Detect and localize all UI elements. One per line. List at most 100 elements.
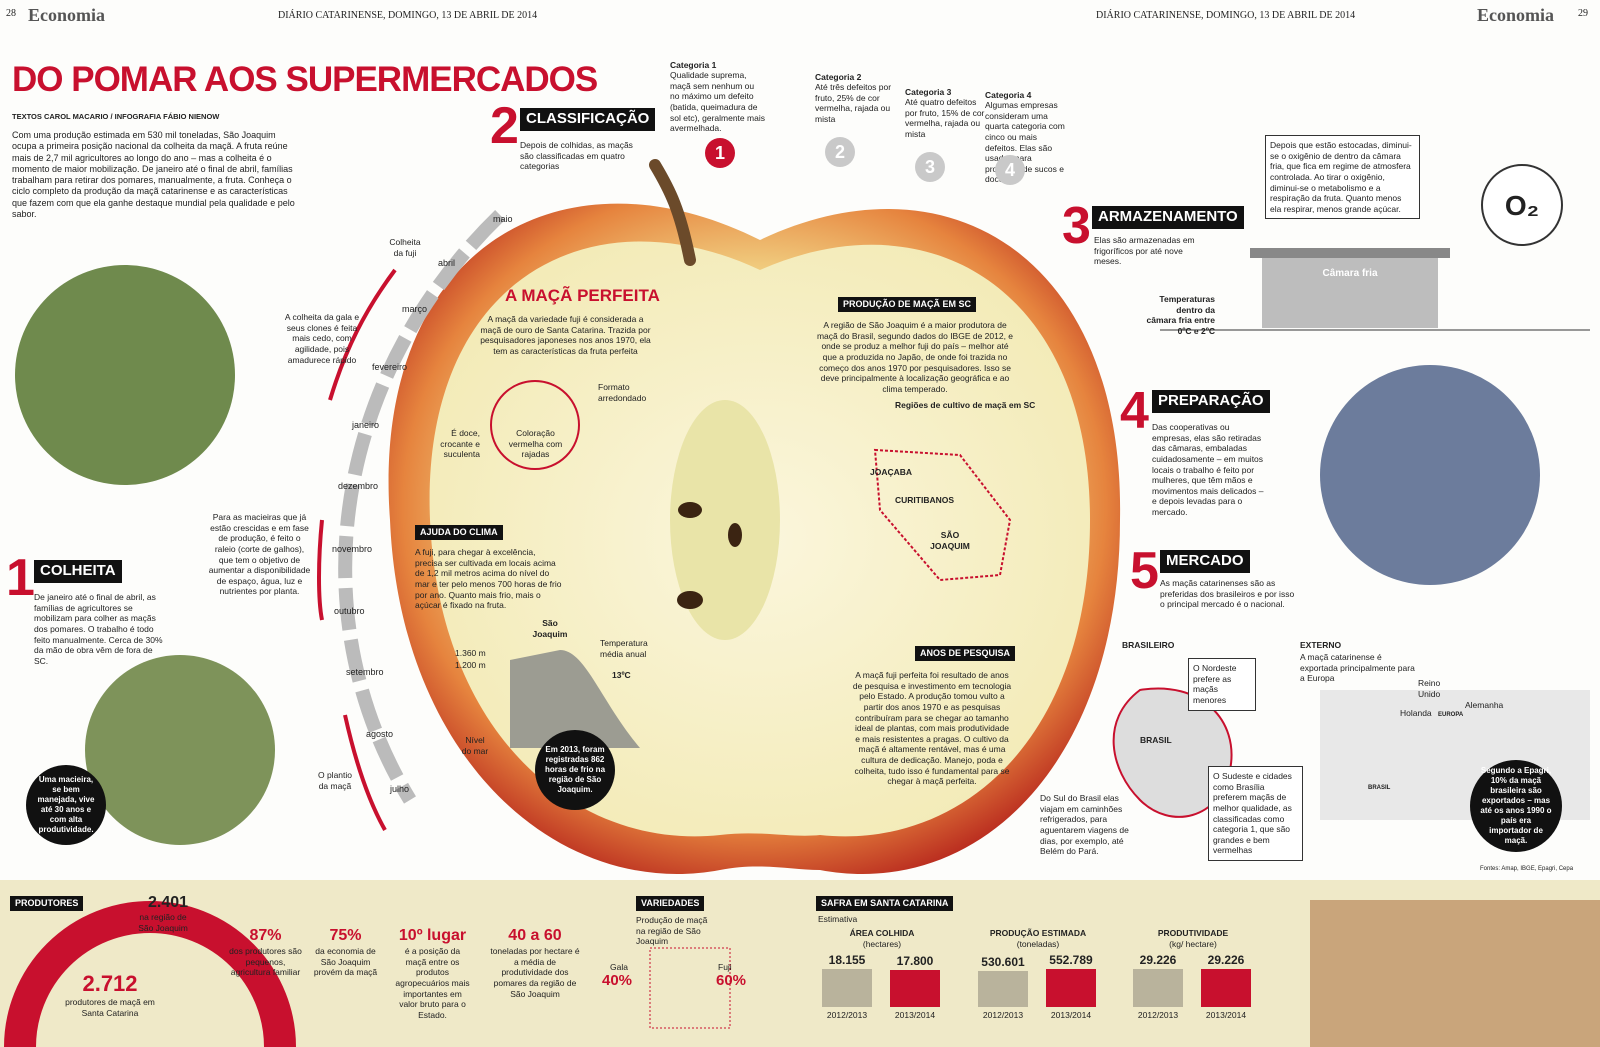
variety-pct: 40% bbox=[602, 972, 633, 989]
apple-outline bbox=[490, 380, 580, 470]
step-number: 5 bbox=[1130, 542, 1159, 600]
seed bbox=[678, 502, 702, 518]
map-label: Holanda bbox=[1400, 708, 1432, 718]
category-text: Até três defeitos por fruto, 25% de cor … bbox=[815, 82, 892, 124]
section-tag: AJUDA DO CLIMA bbox=[415, 525, 503, 541]
roof bbox=[1250, 248, 1450, 258]
climate-text: A fuji, para chegar à excelência, precis… bbox=[415, 547, 562, 611]
bar-category: 2012/2013 bbox=[982, 1010, 1024, 1020]
stat-text: toneladas por hectare é a média de produ… bbox=[490, 946, 580, 999]
category-text: Até quatro defeitos por fruto, 15% de co… bbox=[905, 97, 985, 139]
oxygen-bubble bbox=[1481, 164, 1563, 246]
step-number: 3 bbox=[1062, 197, 1091, 255]
tree-caption: Uma macieira, se bem manejada, vive até … bbox=[26, 765, 106, 845]
bar-value: 29.226 bbox=[1139, 953, 1177, 967]
varieties-grid bbox=[649, 947, 731, 1029]
market-note: O Sudeste e cidades como Brasília prefer… bbox=[1208, 766, 1303, 861]
stat-text: é a posição da maçã entre os produtos ag… bbox=[395, 946, 470, 1020]
apple-text: A maçã da variedade fuji é considerada a… bbox=[480, 314, 651, 356]
note: A colheita da gala e seus clones é feita… bbox=[284, 312, 360, 365]
date: DIÁRIO CATARINENSE, DOMINGO, 13 DE ABRIL… bbox=[278, 10, 538, 21]
bar-category: 2013/2014 bbox=[1050, 1010, 1092, 1020]
category-title: Categoria 3 bbox=[905, 87, 952, 97]
step-text: De janeiro até o final de abril, as famí… bbox=[34, 592, 163, 666]
step-title: COLHEITA bbox=[34, 560, 122, 583]
climate-bubble: Em 2013, foram registradas 862 horas de … bbox=[535, 730, 615, 810]
step-number: 1 bbox=[6, 549, 35, 607]
section-tag: ANOS DE PESQUISA bbox=[915, 646, 1016, 662]
category-title: Categoria 4 bbox=[985, 90, 1032, 100]
page-number: 28 bbox=[6, 8, 16, 19]
note: Para as macieiras que já estão crescidas… bbox=[208, 512, 311, 597]
stat-text: da economia de São Joaquim provém da maç… bbox=[313, 946, 378, 978]
step-number: 2 bbox=[490, 97, 519, 155]
varieties-text: Produção de maçã na região de São Joaqui… bbox=[636, 915, 708, 947]
note: O plantio da maçã bbox=[317, 770, 353, 791]
temperature-note: Temperaturas dentro da câmara fria entre… bbox=[1146, 294, 1215, 336]
export-bubble: Segundo a Epagri, 10% da maçã brasileira… bbox=[1470, 760, 1562, 852]
apple-box-photo bbox=[1310, 900, 1600, 1047]
stat-text: dos produtores são pequenos, agricultura… bbox=[229, 946, 302, 978]
step-text: As maçãs catarinenses são as preferidas … bbox=[1160, 578, 1295, 610]
packing-photo bbox=[1320, 365, 1540, 585]
group-title: PRODUTIVIDADE bbox=[1157, 928, 1229, 938]
category-icon: 2 bbox=[825, 137, 855, 167]
section-tag: SAFRA EM SANTA CATARINA bbox=[816, 896, 954, 912]
credits: TEXTOS CAROL MACARIO / INFOGRAFIA FÁBIO … bbox=[12, 112, 220, 121]
step-number: 4 bbox=[1120, 382, 1149, 440]
bar-value: 29.226 bbox=[1207, 953, 1245, 967]
group-unit: (hectares) bbox=[862, 939, 902, 949]
bar-category: 2012/2013 bbox=[826, 1010, 868, 1020]
variety-pct: 60% bbox=[716, 972, 747, 989]
producers-value: 2.401 bbox=[148, 894, 189, 911]
month: julho bbox=[390, 784, 410, 794]
month: agosto bbox=[366, 729, 394, 739]
category-text: Qualidade suprema, maçã sem nenhum ou no… bbox=[670, 70, 765, 134]
stat-value: 10º lugar bbox=[398, 927, 467, 944]
bar bbox=[890, 969, 940, 1007]
group-unit: (toneladas) bbox=[1016, 939, 1060, 949]
production-text: A região de São Joaquim é a maior produt… bbox=[816, 320, 1014, 394]
bar bbox=[978, 970, 1028, 1007]
market-label: BRASILEIRO bbox=[1122, 640, 1175, 650]
month: janeiro bbox=[352, 420, 380, 430]
bar-value: 18.155 bbox=[828, 953, 866, 967]
title: DO POMAR AOS SUPERMERCADOS bbox=[12, 60, 598, 99]
market-label: EXTERNO bbox=[1300, 640, 1342, 650]
producers-ring bbox=[4, 901, 296, 1047]
bar-value: 17.800 bbox=[896, 953, 934, 968]
temp: 13ºC bbox=[612, 670, 631, 680]
section: Economia bbox=[28, 5, 106, 25]
page-number: 29 bbox=[1578, 8, 1588, 19]
apple-note: É doce, crocante e suculenta bbox=[440, 428, 480, 460]
variety: Gala bbox=[610, 962, 628, 972]
pruning-period bbox=[317, 519, 324, 621]
note: Colheita da fuji bbox=[389, 237, 421, 258]
bar bbox=[1201, 969, 1251, 1007]
map-label: BRASIL bbox=[1140, 735, 1172, 745]
map-label: BRASIL bbox=[1368, 785, 1391, 791]
step-title: CLASSIFICAÇÃO bbox=[520, 108, 656, 131]
map-label: EUROPA bbox=[1438, 712, 1464, 718]
market-note: A maçã catarinense é exportada principal… bbox=[1300, 652, 1415, 684]
month: fevereiro bbox=[372, 362, 408, 372]
bar bbox=[1046, 969, 1096, 1007]
month: março bbox=[402, 304, 428, 314]
seed bbox=[677, 591, 703, 609]
stem bbox=[649, 159, 696, 266]
seed bbox=[728, 523, 742, 547]
region: JOAÇABA bbox=[870, 467, 913, 477]
step-title: MERCADO bbox=[1160, 550, 1250, 573]
producers-label: produtores de maçã em Santa Catarina bbox=[65, 997, 155, 1018]
apple-title: A MAÇÃ PERFEITA bbox=[505, 286, 660, 305]
research-text: A maçã fuji perfeita foi resultado de an… bbox=[852, 670, 1012, 787]
section-tag: VARIEDADES bbox=[636, 896, 705, 912]
step-title: PREPARAÇÃO bbox=[1152, 390, 1270, 413]
category-title: Categoria 1 bbox=[670, 60, 717, 70]
category-icon: 3 bbox=[915, 152, 945, 182]
cold-room bbox=[1262, 258, 1438, 328]
month: abril bbox=[438, 258, 456, 268]
bar-value: 552.789 bbox=[1049, 953, 1093, 967]
